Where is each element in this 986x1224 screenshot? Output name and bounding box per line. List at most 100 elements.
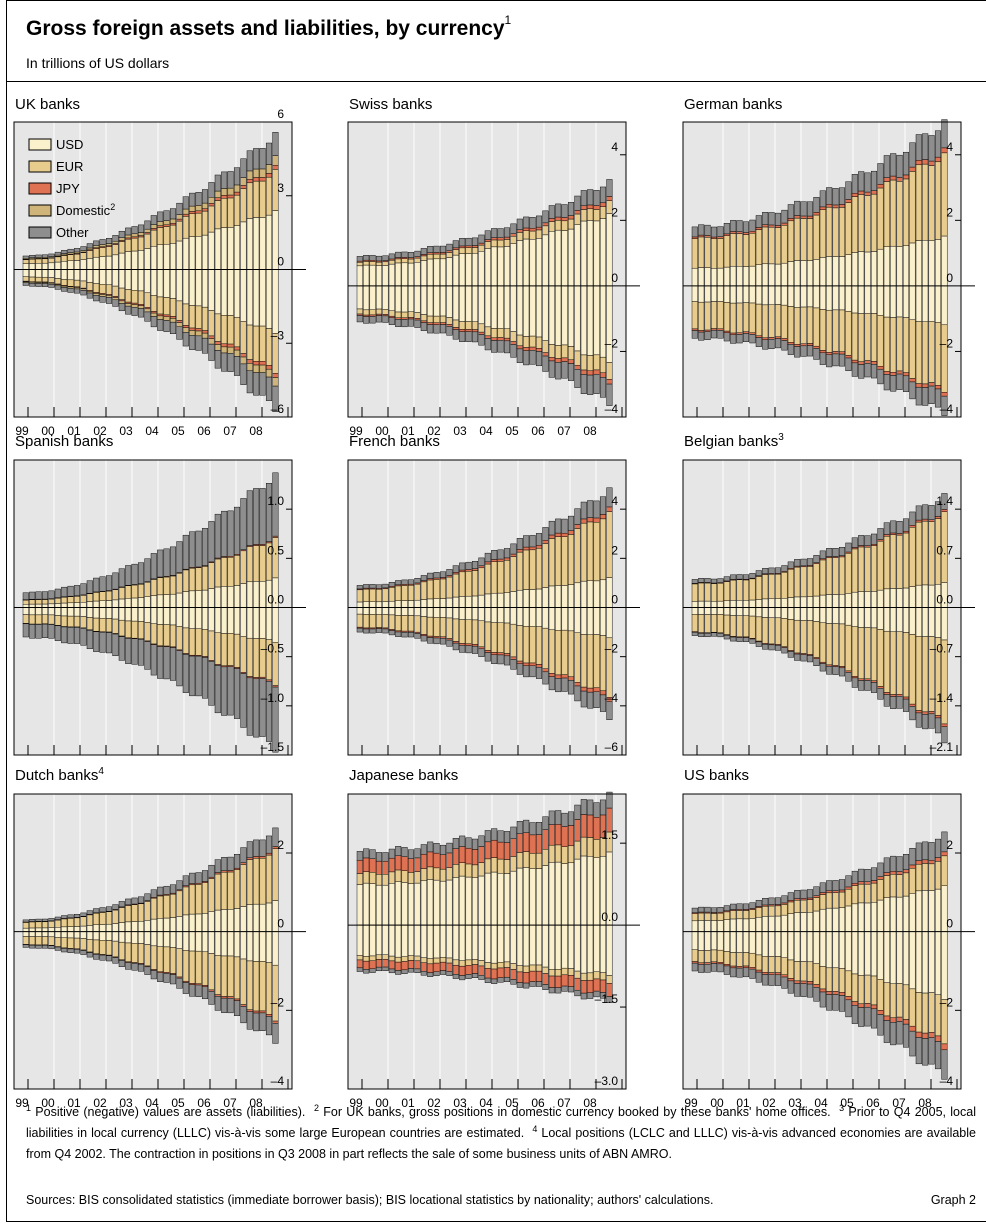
french-banks-bar-asset-eur (491, 561, 498, 594)
dutch-banks-bar-liability-other (93, 954, 100, 960)
dutch-banks-y-tick-label: –2 (271, 995, 285, 1009)
dutch-banks-bar-liability-other (48, 945, 55, 950)
dutch-banks-bar-liability-eur (86, 939, 93, 953)
swiss-banks-bar-liability-other (555, 362, 562, 380)
dutch-banks-bar-liability-other (99, 954, 106, 961)
uk-banks-bar-asset-domestic (105, 243, 113, 246)
uk-banks-bar-asset-usd (169, 243, 177, 270)
french-banks-bar-asset-other (535, 533, 543, 546)
german-banks-bar-liability-other (826, 354, 833, 368)
dutch-banks-bar-liability-usd (182, 931, 189, 951)
spanish-banks-bar-asset-usd (201, 589, 209, 608)
german-banks-bar-asset-jpy (736, 231, 743, 234)
us-banks-bar-asset-jpy (858, 881, 865, 885)
uk-banks-bar-asset-usd (227, 227, 234, 270)
us-banks-bar-asset-usd (832, 907, 839, 932)
us-banks-bar-asset-other (826, 880, 833, 891)
dutch-banks-bar-asset-eur (240, 864, 247, 907)
french-banks-bar-asset-usd (382, 601, 389, 608)
uk-banks-bar-asset-other (195, 192, 202, 206)
german-banks-bar-asset-jpy (794, 215, 801, 219)
belgian-banks-bar-asset-jpy (915, 519, 922, 523)
japanese-banks-bar-asset-eur (388, 871, 395, 884)
japanese-banks-bar-asset-eur (446, 867, 453, 881)
french-banks-bar-liability-eur (567, 630, 575, 677)
us-banks-bar-liability-eur (762, 956, 769, 973)
us-banks-bar-liability-other (858, 1007, 865, 1027)
uk-banks-bar-liability-eur (67, 279, 74, 287)
belgian-banks-bar-liability-jpy (934, 715, 942, 719)
german-banks-bar-asset-eur (768, 226, 775, 265)
german-banks-bar-asset-eur (787, 220, 794, 262)
swiss-banks-bar-liability-usd (567, 285, 575, 347)
legend-swatch-usd (28, 138, 52, 151)
japanese-banks-bar-asset-usd (446, 879, 453, 926)
swiss-banks-x-tick-label: 06 (531, 424, 545, 438)
us-banks-bar-asset-eur (915, 863, 922, 892)
german-banks-bar-liability-other (730, 334, 737, 344)
german-banks-bar-liability-jpy (813, 345, 820, 349)
uk-banks-bar-liability-usd (265, 269, 273, 329)
dutch-banks-bar-asset-eur (272, 848, 279, 901)
german-banks-bar-asset-jpy (934, 156, 942, 163)
dutch-banks-bar-asset-other (61, 915, 68, 919)
swiss-banks-y-tick-label: 4 (611, 140, 618, 154)
swiss-banks-bar-liability-eur (465, 321, 472, 330)
uk-banks-bar-liability-domestic (169, 318, 177, 323)
german-banks-bar-liability-usd (755, 285, 762, 305)
us-banks-bar-asset-other (941, 831, 948, 853)
dutch-banks-bar-asset-other (118, 901, 125, 908)
swiss-banks-bar-asset-usd (516, 240, 523, 287)
us-banks-bar-liability-jpy (774, 972, 782, 976)
swiss-banks-bar-liability-jpy (446, 324, 453, 327)
spanish-banks-bar-asset-eur (144, 581, 151, 597)
uk-banks-bar-liability-usd (233, 269, 241, 318)
us-banks-bar-liability-usd (794, 931, 801, 962)
japanese-banks-bar-asset-jpy (478, 846, 485, 863)
dutch-banks-bar-liability-usd (246, 931, 253, 962)
us-banks-bar-asset-other (870, 867, 878, 881)
dutch-banks-bar-liability-other (137, 963, 145, 972)
french-banks-bar-asset-eur (414, 583, 421, 601)
swiss-banks-bar-liability-usd (471, 285, 479, 322)
dutch-banks-bar-asset-other (214, 859, 221, 873)
german-banks-bar-liability-jpy (730, 332, 737, 336)
french-banks-bar-asset-eur (497, 561, 504, 594)
swiss-banks-bar-liability-usd (491, 285, 498, 329)
swiss-banks-bar-asset-eur (593, 209, 600, 222)
dutch-banks-bar-liability-eur (150, 945, 157, 970)
swiss-banks-bar-asset-usd (497, 246, 504, 287)
belgian-banks-bar-liability-eur (787, 619, 794, 651)
belgian-banks-bar-liability-other (845, 672, 852, 682)
belgian-banks-bar-asset-other (870, 533, 878, 545)
us-banks-bar-liability-jpy (781, 974, 788, 978)
swiss-banks-bar-asset-usd (407, 262, 415, 287)
uk-banks-bar-asset-domestic (86, 247, 93, 251)
uk-banks-bar-asset-other (208, 182, 215, 198)
belgian-banks-bar-liability-eur (826, 623, 833, 666)
dutch-banks-bar-liability-other (253, 1012, 260, 1032)
german-banks-bar-liability-eur (922, 321, 929, 385)
us-banks-bar-liability-usd (864, 931, 871, 976)
spanish-banks-bar-liability-other (157, 646, 164, 679)
uk-banks-bar-asset-usd (201, 234, 209, 270)
uk-banks-bar-liability-other (86, 292, 93, 299)
belgian-banks-bar-liability-other (749, 638, 756, 644)
dutch-banks-y-tick-label: –4 (271, 1074, 285, 1088)
german-banks-bar-liability-jpy (877, 366, 884, 370)
french-banks-bar-asset-usd (471, 595, 479, 608)
german-banks-bar-liability-eur (941, 324, 948, 393)
dutch-banks-bar-asset-usd (29, 927, 36, 932)
french-banks-bar-asset-eur (529, 549, 536, 590)
spanish-banks-bar-liability-usd (67, 607, 74, 617)
french-banks-bar-asset-other (439, 571, 447, 578)
us-banks-bar-liability-other (845, 999, 852, 1018)
french-banks-bar-asset-eur (401, 585, 408, 601)
spanish-banks-bar-liability-eur (67, 615, 74, 628)
belgian-banks-bar-asset-eur (781, 572, 788, 599)
belgian-banks-bar-liability-usd (883, 607, 890, 632)
spanish-banks-bar-liability-eur (233, 633, 241, 668)
spanish-banks-bar-asset-eur (240, 550, 247, 584)
swiss-banks-bar-asset-other (439, 245, 447, 253)
german-banks-bar-liability-other (870, 363, 878, 379)
